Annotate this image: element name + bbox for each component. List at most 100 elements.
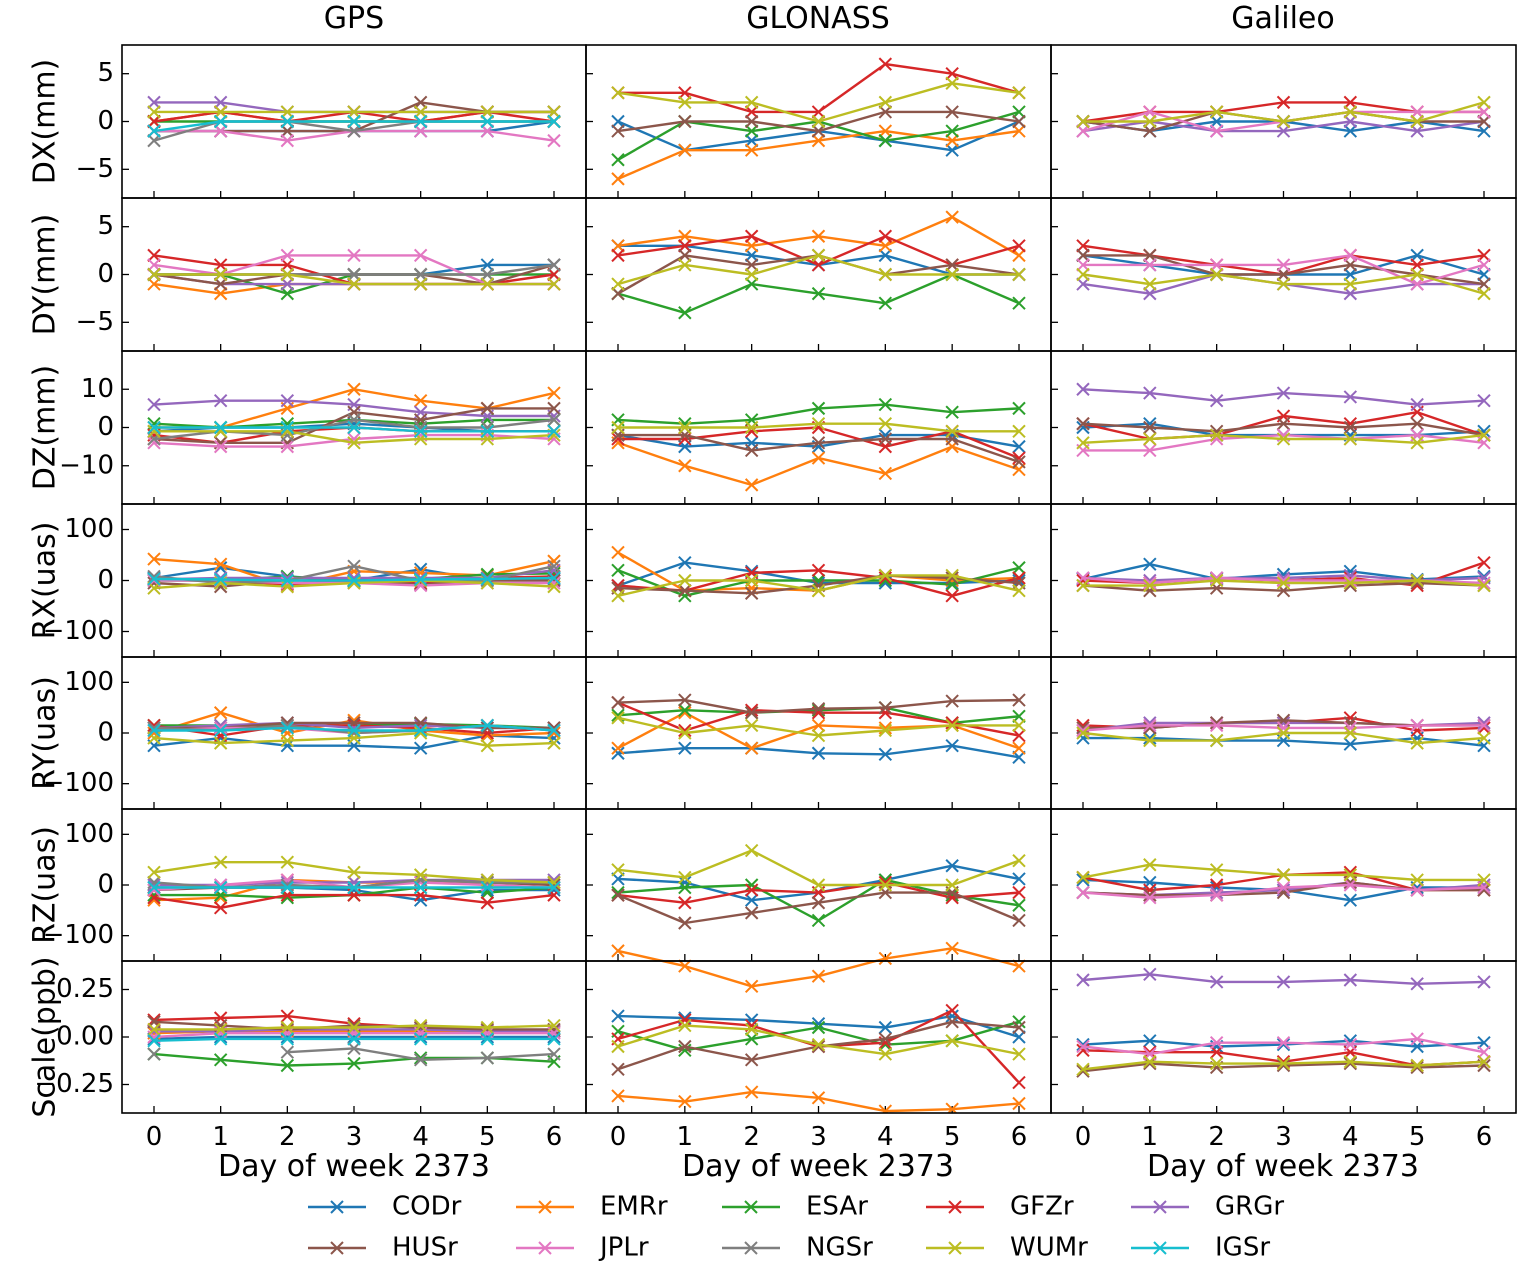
data-point-wumr: [1343, 277, 1358, 291]
data-point-igsr: [280, 114, 295, 129]
data-point-wumr: [744, 420, 759, 435]
series-line-wumr: [1082, 863, 1484, 882]
data-point-gfzr: [1343, 95, 1358, 110]
panel-dz-glonass: [611, 397, 1026, 492]
data-point-husr: [480, 401, 495, 416]
panel-scale-glonass: [611, 1003, 1026, 1113]
data-point-wumr: [147, 105, 161, 119]
data-point-codr: [878, 747, 893, 761]
data-point-codr: [611, 1009, 625, 1023]
data-point-husr: [611, 888, 625, 902]
data-point-wumr: [347, 576, 361, 590]
data-point-codr: [945, 859, 959, 873]
data-point-jplr: [1209, 124, 1224, 138]
x-axis-label-gps: Day of week 2373: [218, 1149, 490, 1184]
series-line-grgr: [154, 101, 554, 114]
data-point-emrr: [811, 718, 826, 733]
data-point-grgr: [1209, 394, 1224, 408]
data-point-gfzr: [945, 66, 959, 81]
data-point-esar: [945, 888, 959, 902]
data-point-husr: [1143, 721, 1157, 735]
data-point-codr: [1143, 731, 1157, 745]
data-point-wumr: [811, 728, 826, 743]
series-codr: [611, 738, 1026, 765]
data-point-wumr: [1410, 267, 1424, 282]
series-wumr: [611, 711, 1026, 743]
data-point-wumr: [611, 86, 625, 100]
data-point-husr: [213, 277, 228, 291]
data-point-igsr: [413, 572, 428, 587]
data-point-grgr: [1477, 716, 1491, 730]
y-tick-label-dz: −10: [59, 450, 114, 480]
data-point-esar: [811, 1020, 826, 1035]
y-tick-label-dz: 0: [97, 412, 114, 442]
y-tick-label-rx: 0: [97, 565, 114, 595]
series-line-gfzr: [618, 62, 1020, 114]
data-point-emrr: [678, 229, 692, 243]
data-point-wumr: [1343, 726, 1358, 740]
data-point-emrr: [213, 890, 228, 905]
data-point-husr: [744, 906, 759, 920]
data-point-igsr: [547, 424, 561, 439]
data-point-wumr: [280, 1020, 295, 1035]
data-point-husr: [678, 114, 692, 129]
data-point-emrr: [744, 239, 759, 253]
data-point-emrr: [811, 451, 826, 465]
data-point-husr: [1076, 721, 1090, 735]
data-point-husr: [413, 95, 428, 110]
panel-dy-glonass: [611, 210, 1026, 320]
panel-dy-gps: [147, 248, 561, 301]
data-point-gfzr: [611, 248, 625, 263]
data-point-codr: [744, 133, 759, 148]
data-point-gfzr: [744, 105, 759, 119]
data-point-jplr: [413, 124, 428, 138]
data-point-igsr: [280, 420, 295, 435]
data-point-gfzr: [811, 563, 826, 578]
data-point-wumr: [1143, 578, 1157, 593]
data-point-jplr: [347, 1026, 361, 1040]
data-point-wumr: [413, 277, 428, 291]
series-gfzr: [611, 695, 1026, 743]
series-esar: [611, 873, 1026, 928]
data-point-husr: [547, 573, 561, 588]
data-point-wumr: [1076, 267, 1090, 282]
data-point-wumr: [280, 267, 295, 282]
data-point-husr: [1012, 114, 1026, 129]
data-point-igsr: [480, 718, 495, 733]
data-point-emrr: [945, 210, 959, 224]
data-point-gfzr: [678, 86, 692, 100]
data-point-wumr: [1076, 436, 1090, 450]
data-point-jplr: [547, 133, 561, 148]
data-point-igsr: [347, 723, 361, 738]
data-point-husr: [744, 1053, 759, 1067]
data-point-codr: [744, 248, 759, 263]
data-point-grgr: [213, 394, 228, 408]
data-point-igsr: [213, 723, 228, 738]
panel-rx-glonass: [611, 545, 1026, 603]
x-tick-label-glonass: 6: [1011, 1122, 1028, 1152]
series-codr: [611, 859, 1026, 907]
data-point-ngsr: [347, 124, 361, 138]
data-point-emrr: [413, 394, 428, 408]
data-point-wumr: [480, 1020, 495, 1035]
data-point-ngsr: [347, 1041, 361, 1056]
series-emrr: [611, 1085, 1026, 1113]
series-husr: [611, 1015, 1026, 1077]
series-igsr: [147, 880, 561, 895]
x-tick-label-gps: 5: [479, 1122, 496, 1152]
data-point-husr: [1276, 267, 1291, 282]
y-tick-label-rx: −100: [43, 616, 114, 646]
data-point-gfzr: [147, 248, 161, 263]
data-point-husr: [611, 695, 625, 710]
data-point-wumr: [1209, 105, 1224, 119]
data-point-igsr: [480, 114, 495, 129]
data-point-ngsr: [547, 258, 561, 272]
data-point-jplr: [1410, 277, 1424, 291]
data-point-ngsr: [413, 267, 428, 282]
data-point-wumr: [413, 868, 428, 882]
data-point-wumr: [1410, 436, 1424, 450]
data-point-esar: [413, 1051, 428, 1065]
y-tick-label-dx: 5: [97, 58, 114, 88]
data-point-wumr: [1276, 726, 1291, 740]
data-point-wumr: [611, 589, 625, 603]
